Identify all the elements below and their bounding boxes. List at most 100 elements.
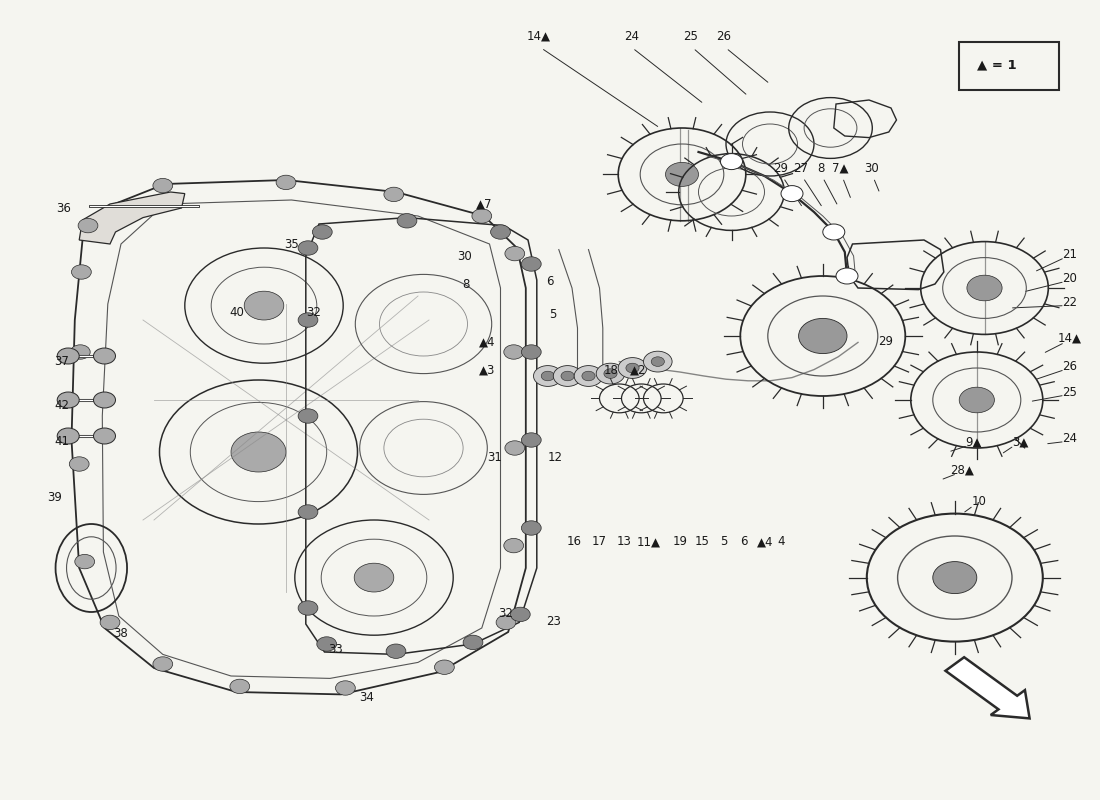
Circle shape	[472, 209, 492, 223]
Text: 6: 6	[547, 275, 553, 288]
Circle shape	[94, 392, 115, 408]
Text: 5: 5	[720, 535, 727, 548]
Text: 29: 29	[773, 162, 789, 174]
Text: 37: 37	[54, 355, 69, 368]
Text: 32: 32	[498, 607, 514, 620]
Circle shape	[94, 348, 115, 364]
Circle shape	[781, 186, 803, 202]
Text: 13: 13	[616, 535, 631, 548]
Text: 38: 38	[113, 627, 129, 640]
Text: 26: 26	[716, 30, 732, 42]
Text: 28▲: 28▲	[950, 463, 975, 476]
Circle shape	[230, 679, 250, 694]
Circle shape	[496, 615, 516, 630]
Text: 22: 22	[1062, 296, 1077, 309]
Circle shape	[153, 657, 173, 671]
Text: 36: 36	[56, 202, 72, 214]
Text: 9▲: 9▲	[966, 436, 981, 449]
Circle shape	[317, 637, 337, 651]
Circle shape	[298, 313, 318, 327]
Text: 25: 25	[683, 30, 698, 42]
Circle shape	[521, 345, 541, 359]
Circle shape	[231, 432, 286, 472]
Text: 34: 34	[359, 691, 374, 704]
Circle shape	[94, 428, 115, 444]
Text: ▲3: ▲3	[480, 364, 495, 377]
Circle shape	[836, 268, 858, 284]
Text: 16: 16	[566, 535, 582, 548]
Text: 26: 26	[1062, 360, 1077, 373]
Text: 8: 8	[463, 278, 470, 290]
Text: 19: 19	[672, 535, 688, 548]
Circle shape	[534, 366, 562, 386]
Circle shape	[574, 366, 603, 386]
Text: 23: 23	[546, 615, 561, 628]
Circle shape	[298, 505, 318, 519]
Circle shape	[78, 218, 98, 233]
Text: 5: 5	[550, 308, 557, 321]
Text: 8: 8	[817, 162, 824, 174]
Text: 29: 29	[878, 335, 893, 348]
Text: 10: 10	[971, 495, 987, 508]
Circle shape	[75, 554, 95, 569]
Text: 17: 17	[592, 535, 607, 548]
Circle shape	[541, 371, 554, 381]
Text: 40: 40	[229, 306, 244, 318]
Text: ▲4: ▲4	[480, 336, 495, 349]
Circle shape	[153, 178, 173, 193]
Text: 32: 32	[306, 306, 321, 318]
Circle shape	[799, 318, 847, 354]
Text: 12: 12	[548, 451, 563, 464]
Text: ▲4: ▲4	[757, 535, 773, 548]
Text: 20: 20	[1062, 272, 1077, 285]
Circle shape	[72, 265, 91, 279]
Circle shape	[521, 433, 541, 447]
Circle shape	[933, 562, 977, 594]
Circle shape	[298, 601, 318, 615]
Circle shape	[69, 457, 89, 471]
Text: 31: 31	[487, 451, 503, 464]
Circle shape	[967, 275, 1002, 301]
Text: ▲7: ▲7	[475, 198, 493, 210]
Circle shape	[434, 660, 454, 674]
Circle shape	[823, 224, 845, 240]
Circle shape	[596, 363, 625, 384]
Circle shape	[384, 187, 404, 202]
Circle shape	[626, 363, 639, 373]
Text: ▲2: ▲2	[629, 364, 647, 377]
Circle shape	[553, 366, 582, 386]
Text: 14▲: 14▲	[527, 30, 551, 42]
Text: 27: 27	[793, 162, 808, 174]
Circle shape	[100, 615, 120, 630]
FancyArrow shape	[946, 658, 1030, 718]
Circle shape	[298, 241, 318, 255]
Circle shape	[618, 358, 647, 378]
Circle shape	[244, 291, 284, 320]
Circle shape	[651, 357, 664, 366]
Text: 25: 25	[1062, 386, 1077, 398]
Circle shape	[298, 409, 318, 423]
Circle shape	[70, 345, 90, 359]
Text: 41: 41	[54, 435, 69, 448]
Circle shape	[336, 681, 355, 695]
Circle shape	[644, 351, 672, 372]
Text: 24: 24	[1062, 432, 1077, 445]
Text: ▲ = 1: ▲ = 1	[977, 58, 1016, 72]
Circle shape	[504, 345, 524, 359]
Circle shape	[666, 162, 698, 186]
Text: 30: 30	[456, 250, 472, 262]
Text: 21: 21	[1062, 248, 1077, 261]
Text: 4: 4	[778, 535, 784, 548]
Circle shape	[510, 607, 530, 622]
Polygon shape	[79, 192, 185, 244]
Text: 30: 30	[864, 162, 879, 174]
Circle shape	[57, 348, 79, 364]
Text: 11▲: 11▲	[637, 535, 661, 548]
Text: 39: 39	[47, 491, 63, 504]
Text: 3▲: 3▲	[1013, 436, 1028, 449]
Circle shape	[505, 246, 525, 261]
Circle shape	[505, 441, 525, 455]
Text: 6: 6	[740, 535, 747, 548]
Circle shape	[491, 225, 510, 239]
Circle shape	[397, 214, 417, 228]
